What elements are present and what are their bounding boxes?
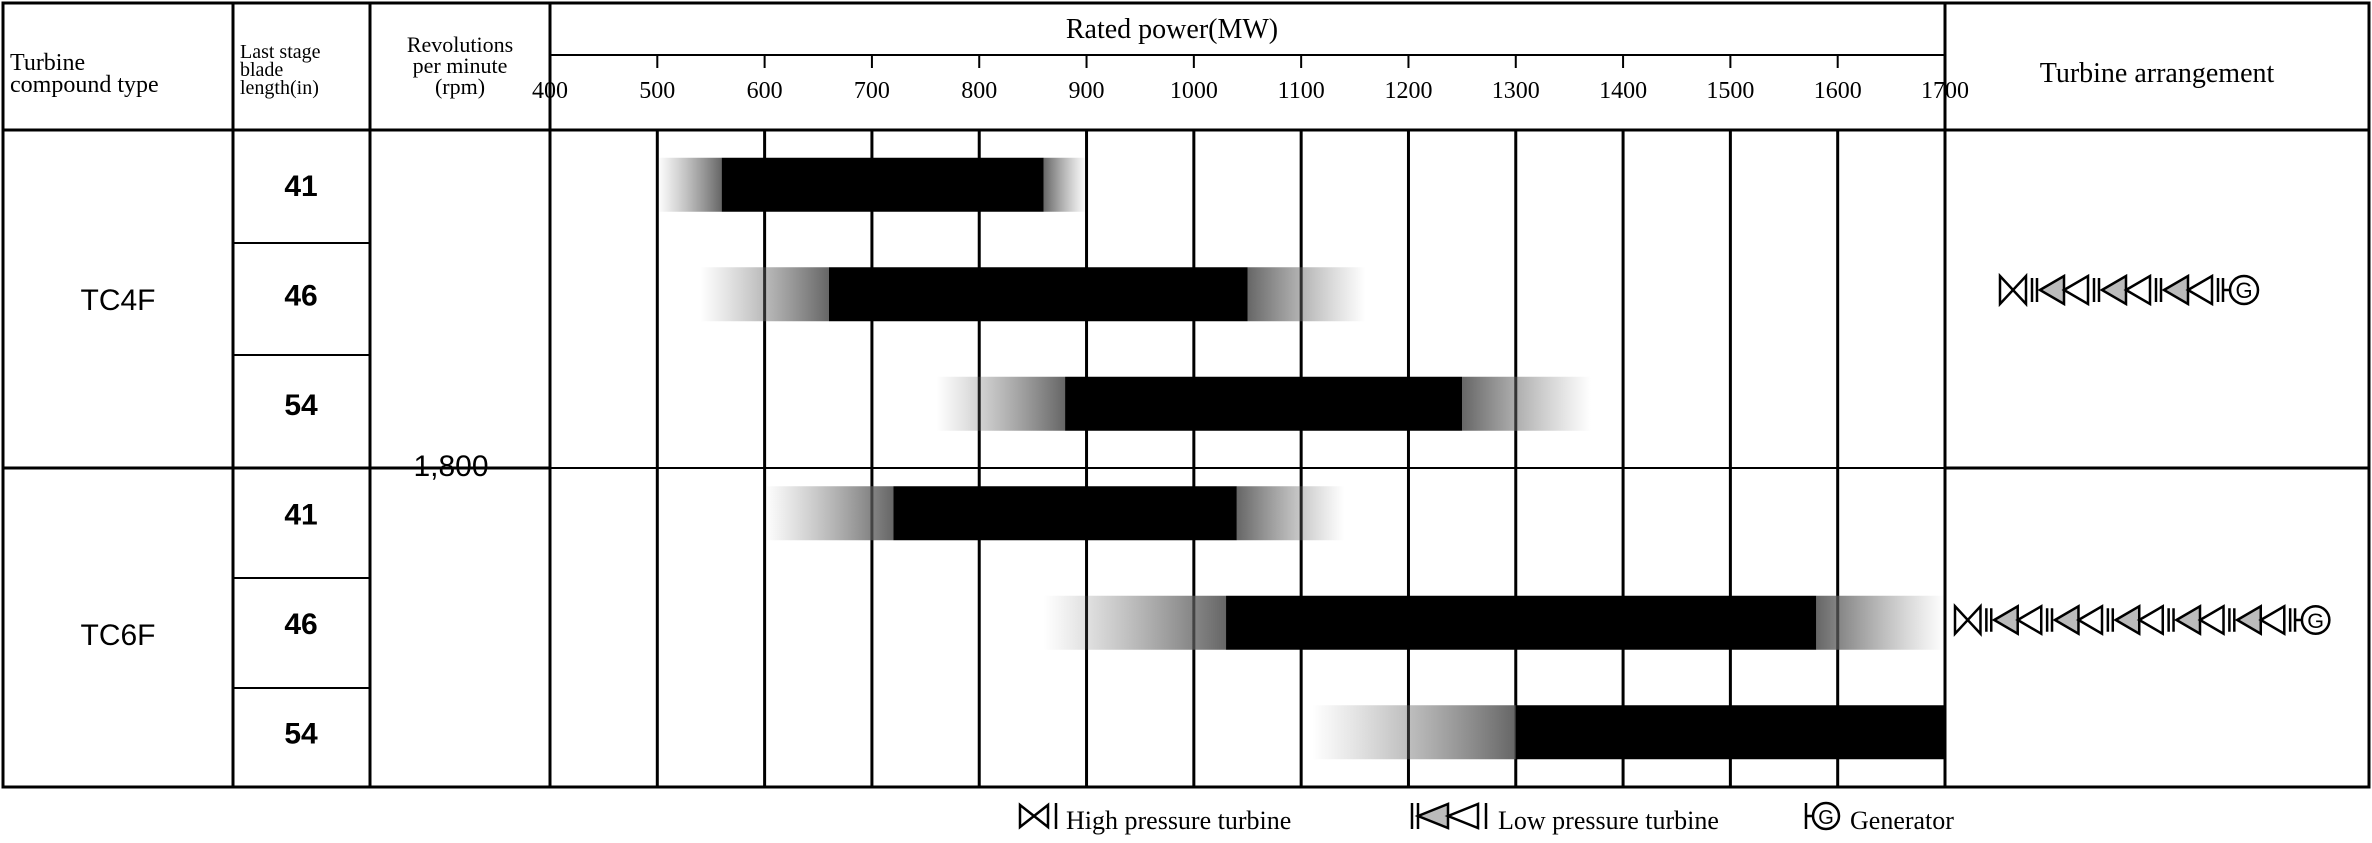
group-label-tc4f: TC4F bbox=[81, 284, 156, 317]
bar-fade-right bbox=[1462, 376, 1591, 431]
header-blade-line2: blade bbox=[240, 59, 283, 81]
header-blade-line3: length(in) bbox=[240, 77, 319, 99]
lp-turbine-icon bbox=[2161, 273, 2190, 307]
rpm-value: 1,800 bbox=[413, 450, 488, 483]
x-tick-label-600: 600 bbox=[747, 78, 783, 104]
group-label-tc6f: TC6F bbox=[81, 619, 156, 652]
x-tick-label-900: 900 bbox=[1069, 78, 1105, 104]
hp-turbine-icon bbox=[1953, 603, 1982, 637]
x-tick-label-1300: 1300 bbox=[1492, 78, 1540, 104]
x-tick-label-400: 400 bbox=[532, 78, 568, 104]
bar-tc4f-46 bbox=[700, 267, 1366, 322]
legend-hp-label: High pressure turbine bbox=[1066, 806, 1291, 835]
bar-fade-right bbox=[1247, 267, 1366, 322]
x-tick-label-800: 800 bbox=[961, 78, 997, 104]
bar-solid bbox=[829, 267, 1248, 322]
bar-tc4f-41 bbox=[657, 157, 1087, 212]
blade-length-tc4f-54: 54 bbox=[284, 389, 318, 422]
lp-turbine-icon bbox=[2052, 604, 2080, 636]
bar-fade-right bbox=[1236, 486, 1345, 541]
x-tick-label-1200: 1200 bbox=[1384, 78, 1432, 104]
hp-turbine-icon bbox=[1998, 272, 2028, 308]
bar-tc6f-54 bbox=[1311, 705, 1945, 760]
x-tick-label-1400: 1400 bbox=[1599, 78, 1647, 104]
bar-fade-right bbox=[1043, 157, 1087, 212]
arrangement-tc6f-diagram: G bbox=[1953, 603, 2331, 637]
legend: High pressure turbine Low pressure turbi… bbox=[1018, 801, 1954, 835]
lp-turbine-icon bbox=[2113, 604, 2141, 636]
blade-length-tc4f-41: 41 bbox=[284, 170, 317, 203]
generator-icon bbox=[2228, 274, 2260, 306]
table-frame bbox=[1, 1, 2371, 789]
bar-fade-left bbox=[764, 486, 894, 541]
header-blade-line1: Last stage bbox=[240, 41, 321, 63]
header-rpm-line1: Revolutions bbox=[407, 32, 513, 57]
generator-symbol: G bbox=[1818, 807, 1834, 829]
generator-icon-label: G bbox=[2235, 278, 2252, 303]
bar-fade-left bbox=[657, 157, 722, 212]
bar-solid bbox=[1515, 705, 1945, 760]
lp-turbine-icon bbox=[2234, 604, 2263, 636]
x-tick-label-1700: 1700 bbox=[1921, 78, 1969, 104]
arrangement-tc4f-diagram: G bbox=[1998, 272, 2260, 308]
x-tick-label-1000: 1000 bbox=[1170, 78, 1218, 104]
bar-fade-left bbox=[936, 376, 1066, 431]
x-tick-label-500: 500 bbox=[639, 78, 675, 104]
header-type-line1: Turbine bbox=[10, 50, 85, 76]
lp-turbine-legend-icon bbox=[1410, 802, 1488, 830]
rated-power-title: Rated power(MW) bbox=[1066, 14, 1278, 45]
generator-icon-label: G bbox=[2307, 608, 2324, 633]
x-tick-labels: 400 500 600 700 800 900 1000 1100 1200 1300 1400 15… bbox=[532, 55, 1969, 104]
bar-layer bbox=[657, 157, 1945, 760]
arrangement-title: Turbine arrangement bbox=[2040, 58, 2275, 89]
bar-tc6f-41 bbox=[764, 486, 1345, 541]
blade-length-tc6f-54: 54 bbox=[284, 717, 318, 750]
lp-turbine-icon bbox=[1991, 604, 2019, 636]
bar-fade-left bbox=[1311, 705, 1516, 760]
header-type-line2: compound type bbox=[10, 72, 159, 98]
header-rpm-line3: (rpm) bbox=[435, 74, 485, 99]
lp-turbine-icon bbox=[2099, 273, 2128, 307]
blade-length-tc6f-41: 41 bbox=[284, 498, 317, 531]
legend-gen-label: Generator bbox=[1850, 806, 1954, 835]
bar-tc6f-46 bbox=[1043, 595, 1945, 650]
header-rpm-line2: per minute bbox=[413, 53, 508, 78]
bar-fade-left bbox=[1043, 595, 1227, 650]
bar-solid bbox=[721, 157, 1044, 212]
x-tick-label-1500: 1500 bbox=[1706, 78, 1754, 104]
hp-turbine-legend-icon bbox=[1018, 802, 1058, 830]
bar-solid bbox=[1065, 376, 1463, 431]
blade-length-tc6f-46: 46 bbox=[284, 608, 317, 641]
bar-solid bbox=[893, 486, 1237, 541]
bar-solid bbox=[1226, 595, 1817, 650]
blade-length-labels: 41 46 54 41 46 54 bbox=[284, 170, 318, 751]
grid-lines bbox=[655, 130, 1840, 787]
bar-fade-right bbox=[1816, 595, 1945, 650]
lp-turbine-icon bbox=[2037, 273, 2066, 307]
generator-icon bbox=[2300, 605, 2331, 635]
generator-legend-icon: G bbox=[1804, 801, 1841, 831]
x-tick-label-700: 700 bbox=[854, 78, 890, 104]
lp-turbine-icon bbox=[2173, 604, 2202, 636]
x-tick-label-1100: 1100 bbox=[1278, 78, 1325, 104]
bar-tc4f-54 bbox=[936, 376, 1591, 431]
blade-length-tc4f-46: 46 bbox=[284, 279, 317, 312]
x-tick-label-1600: 1600 bbox=[1814, 78, 1862, 104]
legend-lp-label: Low pressure turbine bbox=[1498, 806, 1719, 835]
bar-fade-left bbox=[700, 267, 829, 322]
